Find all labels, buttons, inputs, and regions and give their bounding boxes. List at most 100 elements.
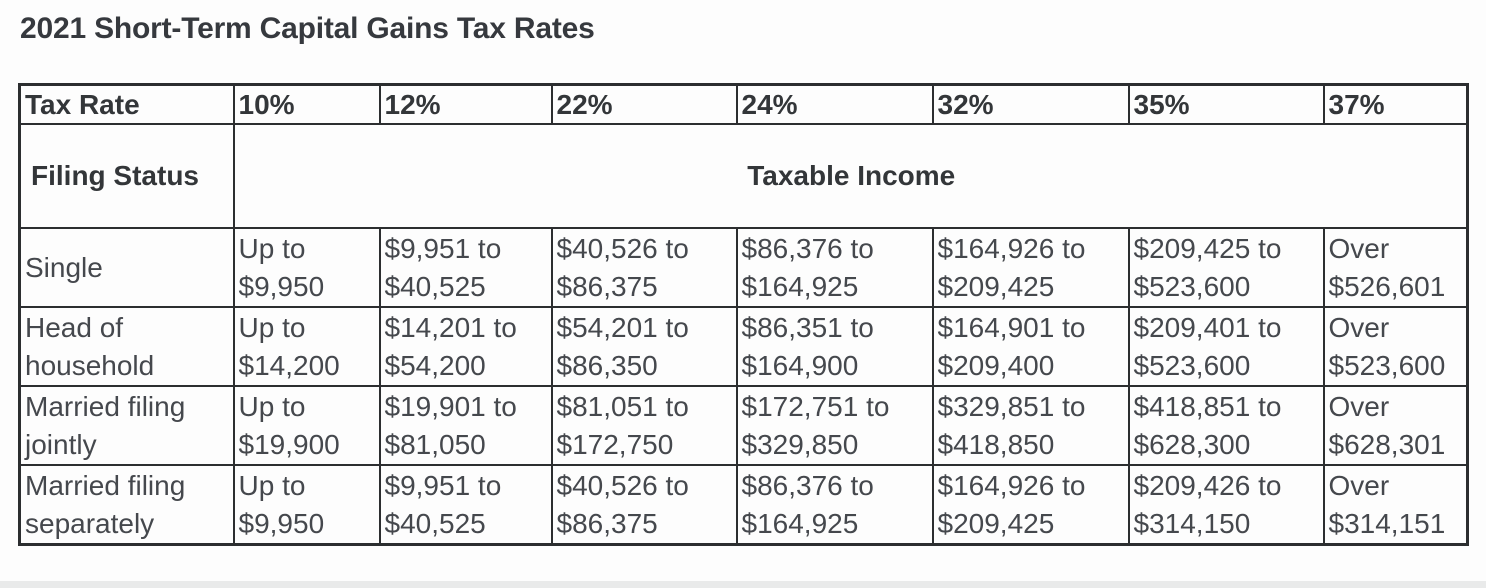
range-line: Over bbox=[1328, 390, 1390, 422]
range-line: $86,376 to bbox=[741, 232, 874, 264]
range-line: Up to bbox=[238, 469, 306, 501]
income-range-cell: Over $523,600 bbox=[1322, 306, 1469, 387]
income-range-cell: $19,901 to $81,050 bbox=[378, 385, 553, 466]
range-line: $9,951 to bbox=[384, 232, 502, 264]
range-line: Over bbox=[1328, 311, 1390, 343]
range-line: $19,900 bbox=[238, 428, 340, 460]
income-range-cell: $172,751 to $329,850 bbox=[735, 385, 934, 466]
income-range-cell: Over $526,601 bbox=[1322, 227, 1469, 308]
range-line: Up to bbox=[238, 311, 306, 343]
income-range-cell: $86,376 to $164,925 bbox=[735, 227, 934, 308]
range-line: $329,851 to bbox=[937, 390, 1086, 422]
range-line: $209,425 bbox=[937, 507, 1055, 539]
income-range-cell: Over $628,301 bbox=[1322, 385, 1469, 466]
row-label: Married filing jointly bbox=[18, 385, 235, 466]
income-range-cell: $209,401 to $523,600 bbox=[1127, 306, 1325, 387]
income-range-cell: Up to $9,950 bbox=[232, 227, 381, 308]
header-filing-status: Filing Status bbox=[18, 123, 235, 229]
income-range-cell: $14,201 to $54,200 bbox=[378, 306, 553, 387]
range-line: $164,925 bbox=[741, 270, 859, 302]
range-line: $209,425 to bbox=[1133, 232, 1282, 264]
range-line: $86,375 bbox=[556, 270, 658, 302]
range-line: $523,600 bbox=[1133, 349, 1251, 381]
header-row: Tax Rate 10% 12% 22% 24% 32% 35% 37% bbox=[18, 83, 1469, 125]
row-label: Married filing separately bbox=[18, 464, 235, 546]
range-line: $523,600 bbox=[1328, 349, 1446, 381]
income-range-cell: $40,526 to $86,375 bbox=[550, 464, 738, 546]
range-line: $86,375 bbox=[556, 507, 658, 539]
income-range-cell: $9,951 to $40,525 bbox=[378, 464, 553, 546]
range-line: $40,525 bbox=[384, 507, 486, 539]
range-line: $209,401 to bbox=[1133, 311, 1282, 343]
range-line: $164,926 to bbox=[937, 469, 1086, 501]
range-line: $172,751 to bbox=[741, 390, 890, 422]
header-taxable-income: Taxable Income bbox=[232, 123, 1469, 229]
range-line: $81,050 bbox=[384, 428, 486, 460]
range-line: $40,526 to bbox=[556, 232, 689, 264]
range-line: $40,525 bbox=[384, 270, 486, 302]
income-range-cell: $329,851 to $418,850 bbox=[931, 385, 1130, 466]
subheader-row: Filing Status Taxable Income bbox=[18, 123, 1469, 229]
table-row-married-filing-jointly: Married filing jointly Up to $19,900 $19,… bbox=[18, 385, 1469, 466]
range-line: $14,200 bbox=[238, 349, 340, 381]
range-line: $314,151 bbox=[1328, 507, 1446, 539]
income-range-cell: Up to $19,900 bbox=[232, 385, 381, 466]
header-rate-32: 32% bbox=[931, 83, 1130, 125]
income-range-cell: $164,926 to $209,425 bbox=[931, 464, 1130, 546]
range-line: $14,201 to bbox=[384, 311, 517, 343]
header-rate-35: 35% bbox=[1127, 83, 1325, 125]
capital-gains-tax-table: Tax Rate 10% 12% 22% 24% 32% 35% 37% Fil… bbox=[18, 83, 1469, 546]
header-rate-37: 37% bbox=[1322, 83, 1469, 125]
range-line: $9,950 bbox=[238, 507, 325, 539]
range-line: Up to bbox=[238, 232, 306, 264]
table-row-married-filing-separately: Married filing separately Up to $9,950 $9… bbox=[18, 464, 1469, 546]
range-line: $86,351 to bbox=[741, 311, 874, 343]
table-row-single: Single Up to $9,950 $9,951 to $40,525 $40,… bbox=[18, 227, 1469, 308]
header-tax-rate: Tax Rate bbox=[18, 83, 235, 125]
range-line: $418,851 to bbox=[1133, 390, 1282, 422]
range-line: $9,951 to bbox=[384, 469, 502, 501]
range-line: $164,926 to bbox=[937, 232, 1086, 264]
income-range-cell: Up to $14,200 bbox=[232, 306, 381, 387]
range-line: $86,350 bbox=[556, 349, 658, 381]
income-range-cell: $209,426 to $314,150 bbox=[1127, 464, 1325, 546]
range-line: $526,601 bbox=[1328, 270, 1446, 302]
row-label: Single bbox=[18, 227, 235, 308]
row-label: Head of household bbox=[18, 306, 235, 387]
range-line: $523,600 bbox=[1133, 270, 1251, 302]
header-rate-12: 12% bbox=[378, 83, 553, 125]
range-line: $172,750 bbox=[556, 428, 674, 460]
range-line: Over bbox=[1328, 469, 1390, 501]
range-line: $418,850 bbox=[937, 428, 1055, 460]
range-line: $9,950 bbox=[238, 270, 325, 302]
range-line: $209,400 bbox=[937, 349, 1055, 381]
range-line: $19,901 to bbox=[384, 390, 517, 422]
header-rate-24: 24% bbox=[735, 83, 934, 125]
range-line: $209,426 to bbox=[1133, 469, 1282, 501]
range-line: Over bbox=[1328, 232, 1390, 264]
income-range-cell: Up to $9,950 bbox=[232, 464, 381, 546]
header-rate-10: 10% bbox=[232, 83, 381, 125]
range-line: $54,200 bbox=[384, 349, 486, 381]
range-line: $329,850 bbox=[741, 428, 859, 460]
range-line: $40,526 to bbox=[556, 469, 689, 501]
range-line: Up to bbox=[238, 390, 306, 422]
range-line: $86,376 to bbox=[741, 469, 874, 501]
income-range-cell: $54,201 to $86,350 bbox=[550, 306, 738, 387]
range-line: $81,051 to bbox=[556, 390, 689, 422]
range-line: $628,301 bbox=[1328, 428, 1446, 460]
header-rate-22: 22% bbox=[550, 83, 738, 125]
income-range-cell: $164,926 to $209,425 bbox=[931, 227, 1130, 308]
page-bottom-edge bbox=[0, 581, 1486, 588]
income-range-cell: $9,951 to $40,525 bbox=[378, 227, 553, 308]
range-line: $164,901 to bbox=[937, 311, 1086, 343]
range-line: $164,925 bbox=[741, 507, 859, 539]
income-range-cell: Over $314,151 bbox=[1322, 464, 1469, 546]
income-range-cell: $418,851 to $628,300 bbox=[1127, 385, 1325, 466]
page-title: 2021 Short-Term Capital Gains Tax Rates bbox=[20, 12, 595, 45]
range-line: $54,201 to bbox=[556, 311, 689, 343]
range-line: $628,300 bbox=[1133, 428, 1251, 460]
income-range-cell: $40,526 to $86,375 bbox=[550, 227, 738, 308]
table-row-head-of-household: Head of household Up to $14,200 $14,201 t… bbox=[18, 306, 1469, 387]
range-line: $314,150 bbox=[1133, 507, 1251, 539]
